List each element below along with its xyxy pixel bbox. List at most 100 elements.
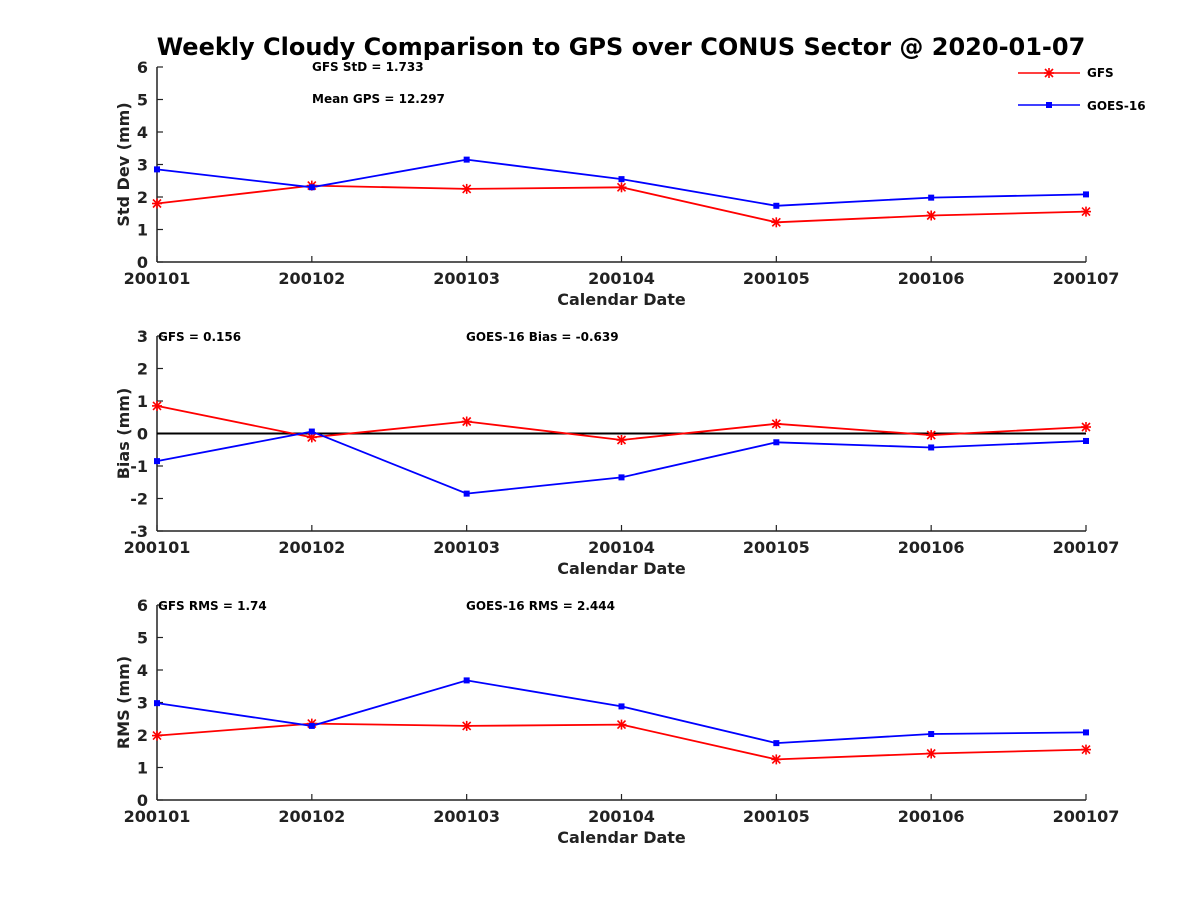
panel-std: 0 1 2 3 4 5 6 200101 200102 200103 200104 200105 200…	[114, 58, 1119, 309]
x-tick-label-bias: 200107	[1053, 538, 1120, 557]
y-tick-label-rms: 2	[137, 726, 148, 745]
y-axis-label-rms: RMS (mm)	[114, 656, 133, 749]
y-axis-label-bias: Bias (mm)	[114, 388, 133, 480]
y-tick-label-bias: -3	[130, 522, 148, 541]
legend: GFS GOES-16	[1018, 66, 1146, 113]
x-tick-label-std: 200104	[588, 269, 655, 288]
x-tick-label-rms: 200107	[1053, 807, 1120, 826]
x-tick-label-rms: 200106	[898, 807, 965, 826]
data-point-goes16-bias	[1083, 437, 1089, 444]
data-point-gfs-std	[771, 217, 782, 228]
x-tick-label-std: 200103	[433, 269, 500, 288]
y-tick-label-rms: 3	[137, 694, 148, 713]
data-point-gfs-rms	[152, 730, 162, 741]
data-point-gfs-std	[152, 198, 162, 209]
annotation-bias-1: GOES-16 Bias = -0.639	[466, 330, 619, 344]
data-point-goes16-rms	[618, 703, 625, 710]
y-tick-label-bias: 1	[137, 392, 148, 411]
y-tick-label-std: 1	[137, 221, 148, 240]
panel-bias: -3 -2 -1 0 1 2 3 200101 200102 200103 200104 200105…	[114, 327, 1119, 578]
data-point-gfs-bias	[616, 435, 627, 445]
y-tick-label-std: 4	[137, 123, 148, 142]
y-tick-label-rms: 4	[137, 661, 148, 680]
x-axis-label-bias: Calendar Date	[557, 559, 686, 578]
legend-label-gfs: GFS	[1087, 66, 1114, 80]
y-tick-label-bias: -1	[130, 457, 148, 476]
data-point-gfs-bias	[1081, 422, 1091, 432]
x-tick-label-bias: 200102	[278, 538, 345, 557]
x-tick-label-rms: 200104	[588, 807, 655, 826]
data-point-goes16-bias	[154, 458, 160, 465]
data-point-gfs-rms	[1081, 744, 1091, 755]
data-point-goes16-std	[773, 202, 780, 209]
data-point-goes16-std	[618, 176, 625, 183]
y-tick-label-bias: 2	[137, 360, 148, 379]
data-point-gfs-bias	[926, 430, 937, 441]
data-point-goes16-std	[154, 166, 160, 173]
legend-item-gfs: GFS	[1018, 66, 1114, 80]
data-point-goes16-rms	[928, 731, 935, 738]
data-point-goes16-std	[928, 194, 935, 201]
x-tick-label-bias: 200105	[743, 538, 810, 557]
y-tick-label-rms: 0	[137, 791, 148, 810]
data-point-goes16-rms	[1083, 729, 1089, 736]
data-point-goes16-rms	[154, 700, 160, 707]
y-tick-label-rms: 5	[137, 629, 148, 648]
annotation-bias-0: GFS = 0.156	[158, 330, 241, 344]
y-tick-label-bias: 3	[137, 327, 148, 346]
data-point-goes16-bias	[463, 490, 470, 497]
data-point-goes16-bias	[308, 428, 315, 435]
data-point-goes16-std	[308, 184, 315, 191]
x-tick-label-bias: 200104	[588, 538, 655, 557]
data-point-gfs-std	[926, 210, 937, 221]
x-axis-label-std: Calendar Date	[557, 290, 686, 309]
legend-label-goes16: GOES-16	[1087, 99, 1146, 113]
x-tick-label-bias: 200101	[124, 538, 191, 557]
y-tick-label-std: 6	[137, 58, 148, 77]
panel-rms: 0 1 2 3 4 5 6 200101 200102 200103 200104 200105 200…	[114, 596, 1119, 847]
x-tick-label-std: 200106	[898, 269, 965, 288]
data-point-goes16-rms	[463, 677, 470, 684]
data-point-goes16-bias	[773, 439, 780, 446]
data-point-goes16-rms	[308, 722, 315, 729]
y-tick-label-std: 0	[137, 253, 148, 272]
y-tick-label-rms: 1	[137, 759, 148, 778]
annotation-std-1: Mean GPS = 12.297	[312, 92, 445, 106]
chart-title: Weekly Cloudy Comparison to GPS over CON…	[157, 33, 1086, 61]
data-point-gfs-std	[461, 183, 472, 194]
x-tick-label-rms: 200102	[278, 807, 345, 826]
x-tick-label-rms: 200103	[433, 807, 500, 826]
x-tick-label-std: 200101	[124, 269, 191, 288]
data-point-goes16-bias	[928, 444, 935, 451]
x-tick-label-std: 200102	[278, 269, 345, 288]
legend-item-goes16: GOES-16	[1018, 99, 1146, 113]
data-point-gfs-rms	[771, 754, 782, 765]
x-tick-label-bias: 200106	[898, 538, 965, 557]
data-point-gfs-bias	[461, 416, 472, 427]
annotation-rms-0: GFS RMS = 1.74	[158, 599, 267, 613]
y-tick-label-std: 5	[137, 91, 148, 110]
data-point-gfs-bias	[152, 400, 162, 411]
data-point-gfs-rms	[926, 748, 937, 759]
data-point-goes16-bias	[618, 474, 625, 481]
data-point-goes16-std	[1083, 191, 1089, 198]
legend-marker-gfs	[1044, 68, 1054, 78]
y-tick-label-bias: 0	[137, 425, 148, 444]
data-point-gfs-std	[616, 182, 627, 193]
x-tick-label-std: 200105	[743, 269, 810, 288]
x-tick-label-rms: 200105	[743, 807, 810, 826]
legend-marker-goes16	[1046, 102, 1052, 108]
y-tick-label-std: 2	[137, 188, 148, 207]
data-point-gfs-rms	[616, 719, 627, 730]
y-axis-label-std: Std Dev (mm)	[114, 102, 133, 226]
data-point-goes16-std	[463, 156, 470, 163]
x-tick-label-std: 200107	[1053, 269, 1120, 288]
data-point-goes16-rms	[773, 740, 780, 747]
data-point-gfs-std	[1081, 206, 1091, 217]
y-tick-label-rms: 6	[137, 596, 148, 615]
x-tick-label-rms: 200101	[124, 807, 191, 826]
y-tick-label-bias: -2	[130, 490, 148, 509]
data-point-gfs-rms	[461, 720, 472, 731]
